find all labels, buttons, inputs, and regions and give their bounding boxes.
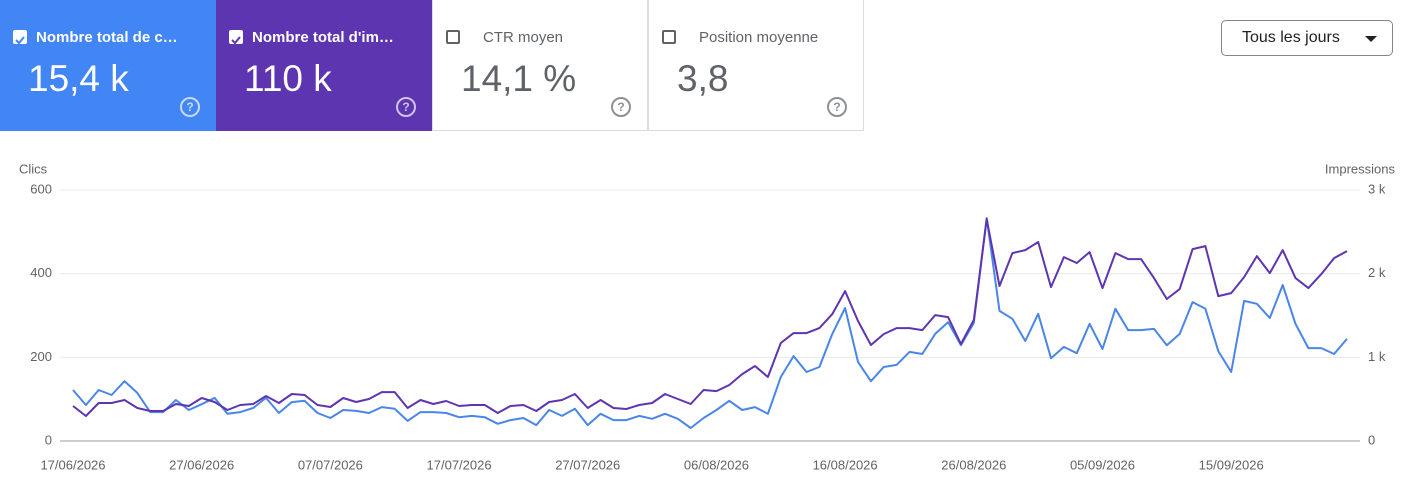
metric-value: 15,4 k — [28, 58, 129, 99]
x-tick-label: 06/08/2026 — [684, 457, 749, 472]
metric-label: Position moyenne — [699, 29, 819, 46]
checkbox[interactable] — [13, 30, 27, 45]
metric-card[interactable]: CTR moyen 14,1 % ? — [432, 0, 648, 131]
metric-card[interactable]: Nombre total de c… 15,4 k ? — [0, 0, 216, 131]
metric-label: Nombre total de c… — [36, 29, 178, 46]
y-tick-label: 600 — [30, 181, 52, 196]
y2-tick-label: 0 — [1368, 432, 1375, 447]
x-tick-label: 27/06/2026 — [169, 457, 234, 472]
help-icon[interactable]: ? — [827, 97, 847, 117]
x-tick-label: 16/08/2026 — [813, 457, 878, 472]
y2-tick-label: 1 k — [1368, 349, 1386, 364]
series-line — [72, 218, 1348, 417]
y-tick-label: 200 — [30, 349, 52, 364]
checkbox[interactable] — [229, 30, 243, 45]
metric-card[interactable]: Position moyenne 3,8 ? — [648, 0, 864, 131]
checkbox[interactable] — [662, 30, 676, 44]
help-icon[interactable]: ? — [180, 97, 200, 117]
x-tick-label: 15/09/2026 — [1199, 457, 1264, 472]
x-tick-label: 05/09/2026 — [1070, 457, 1135, 472]
x-tick-label: 26/08/2026 — [941, 457, 1006, 472]
dropdown-arrow — [1365, 36, 1377, 42]
y-axis-label: Clics — [19, 161, 48, 176]
x-tick-label: 07/07/2026 — [298, 457, 363, 472]
help-icon[interactable]: ? — [611, 97, 631, 117]
metric-label: Nombre total d'im… — [252, 29, 394, 46]
dropdown-label: Tous les jours — [1242, 29, 1340, 46]
x-tick-label: 17/07/2026 — [427, 457, 492, 472]
x-tick-label: 17/06/2026 — [40, 457, 105, 472]
chart: Clics Impressions 0 200 400 600 0 1 k 2 k 3 k 17… — [19, 161, 1396, 472]
metric-value: 3,8 — [677, 58, 729, 99]
metric-label: CTR moyen — [483, 29, 564, 46]
metric-card[interactable]: Nombre total d'im… 110 k ? — [216, 0, 432, 131]
series-line — [72, 217, 1348, 429]
checkbox[interactable] — [446, 30, 460, 44]
metric-value: 14,1 % — [461, 58, 577, 99]
x-tick-label: 27/07/2026 — [555, 457, 620, 472]
y2-tick-label: 2 k — [1368, 265, 1386, 280]
y-tick-label: 400 — [30, 265, 52, 280]
y2-tick-label: 3 k — [1368, 181, 1386, 196]
help-icon[interactable]: ? — [396, 97, 416, 117]
metric-value: 110 k — [244, 58, 332, 99]
y2-axis-label: Impressions — [1325, 161, 1396, 176]
date-dropdown[interactable]: Tous les jours — [1221, 20, 1393, 56]
y-tick-label: 0 — [45, 432, 52, 447]
